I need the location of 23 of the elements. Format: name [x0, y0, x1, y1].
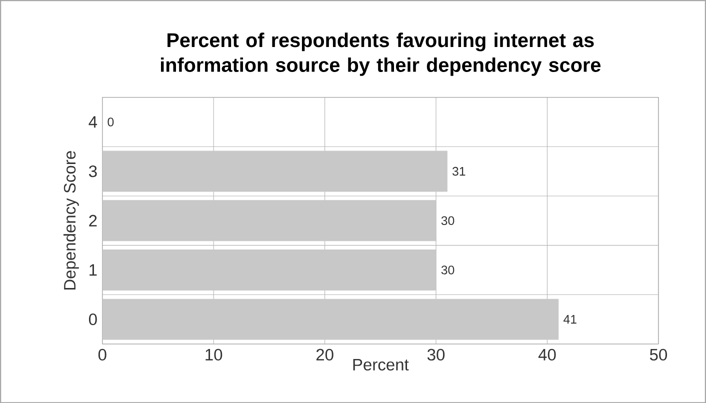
data-label: 0 [108, 117, 114, 126]
x-tick-label: 40 [538, 348, 556, 360]
y-tick-label: 4 [88, 116, 98, 128]
data-label: 41 [564, 314, 576, 324]
x-tick-label: 50 [650, 348, 667, 360]
x-tick-label: 0 [98, 348, 106, 360]
x-axis-title: Percent [353, 358, 409, 370]
data-label: 30 [441, 216, 454, 225]
y-tick-label: 0 [88, 313, 97, 326]
y-tick-label: 1 [90, 264, 97, 276]
bar [102, 200, 436, 242]
y-tick-label: 3 [88, 165, 97, 177]
x-tick-label: 10 [206, 348, 222, 360]
bar [102, 298, 559, 340]
x-tick-label: 30 [427, 348, 445, 360]
bar [102, 150, 448, 192]
x-tick-label: 20 [316, 348, 334, 360]
data-label: 30 [441, 265, 454, 274]
bar [102, 249, 436, 290]
data-label: 31 [452, 166, 466, 176]
chart-title: Percent of respondents favouring internet as information source by their dependency score [160, 32, 601, 76]
y-tick-label: 2 [89, 214, 97, 226]
y-axis-title: Dependency Score [63, 151, 79, 290]
